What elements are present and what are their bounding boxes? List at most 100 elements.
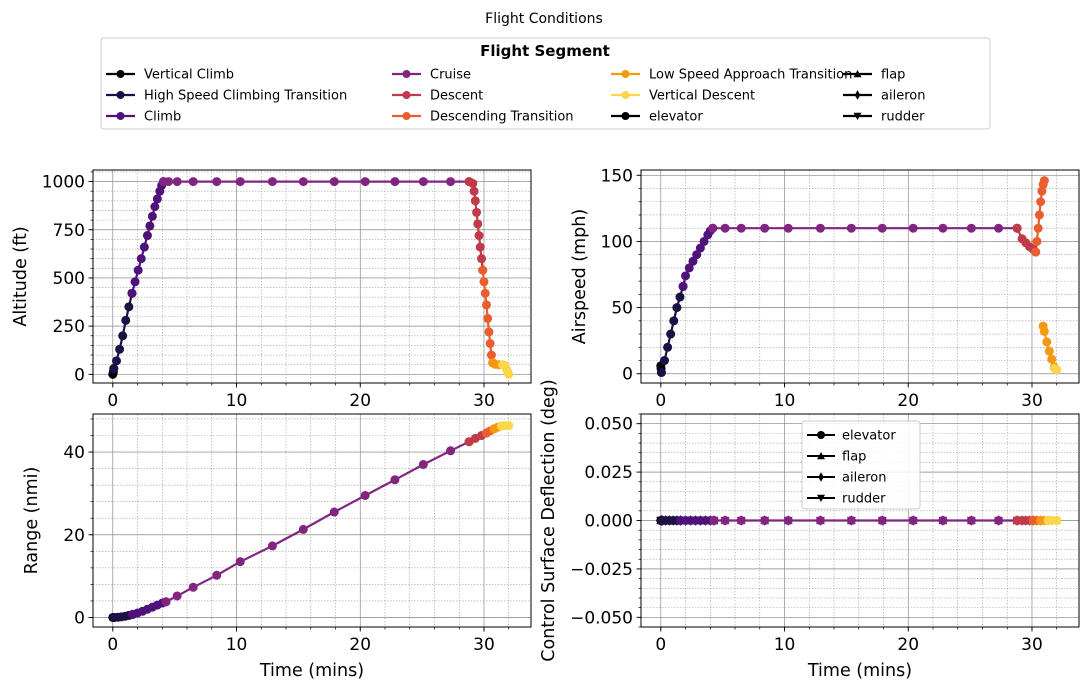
inner-legend-entry: elevator (807, 429, 896, 444)
inner-legend-entry: rudder (807, 492, 886, 507)
data-point (163, 177, 173, 187)
axes-frame (640, 169, 1080, 384)
data-point (1044, 346, 1054, 356)
data-point (480, 288, 490, 298)
data-point (1039, 326, 1049, 336)
data-point (298, 177, 308, 187)
legend-label: Low Speed Approach Transition (649, 68, 852, 83)
data-point (130, 277, 140, 287)
y-axis-label: Range (nmi) (22, 467, 42, 575)
data-point (783, 516, 793, 525)
data-point (136, 254, 146, 264)
subplot-control_surfaces: 0 10 20 30 −0.050 −0.025 0.000 0.025 0.050 Time (… (539, 379, 1080, 681)
data-point (474, 231, 484, 241)
data-point (908, 223, 918, 233)
y-tick-label: 0.050 (584, 415, 633, 435)
x-tick-label: 0 (107, 635, 118, 655)
data-point (139, 242, 149, 252)
legend-marker-icon (402, 91, 411, 99)
legend-marker-icon (853, 112, 862, 120)
data-point (124, 302, 134, 312)
control-surface-legend: elevator flap aileron rudder (801, 420, 921, 510)
data-point (783, 223, 793, 233)
data-point (678, 281, 688, 291)
legend-entry: Climb (106, 110, 181, 125)
plot-area (656, 176, 1062, 377)
data-point (1039, 176, 1049, 186)
data-point (994, 223, 1004, 233)
subplot-range: 0 10 20 30 0 20 40 Time (mins) Range (nmi) (22, 413, 532, 681)
legend-marker-icon (853, 70, 862, 78)
data-point (692, 250, 702, 260)
y-tick-label: −0.050 (570, 608, 633, 628)
data-point (329, 177, 339, 187)
legend-label: rudder (881, 110, 925, 125)
data-point (1034, 210, 1044, 220)
inner-legend-frame (801, 420, 921, 510)
data-point (720, 516, 730, 525)
y-tick-label: 50 (611, 299, 633, 319)
legend-label: elevator (649, 110, 703, 125)
data-point (235, 177, 245, 187)
data-point (152, 194, 162, 204)
y-tick-label: 100 (601, 232, 633, 252)
data-point (669, 316, 679, 326)
data-point (360, 490, 370, 500)
data-point (477, 254, 487, 264)
x-tick-label: 20 (897, 635, 919, 655)
inner-legend-marker-icon (817, 494, 825, 502)
data-point (478, 265, 488, 275)
data-point (666, 329, 676, 339)
legend-entry: aileron (843, 89, 925, 104)
data-point (736, 516, 746, 525)
data-point (446, 177, 456, 187)
y-tick-label: 0 (622, 365, 633, 385)
data-point (1036, 197, 1046, 207)
x-tick-label: 30 (1021, 391, 1043, 411)
y-tick-label: 1000 (42, 173, 85, 193)
data-point (483, 313, 493, 323)
legend-label: Descending Transition (430, 110, 574, 125)
data-point (360, 177, 370, 187)
data-point (699, 236, 709, 246)
data-point (966, 516, 976, 525)
data-point (479, 277, 489, 287)
legend-entry: flap (843, 68, 905, 83)
data-point (267, 177, 277, 187)
data-point (235, 557, 245, 567)
x-axis-label: Time (mins) (807, 661, 912, 681)
plot-area (108, 177, 514, 379)
data-point (760, 223, 770, 233)
data-point (329, 507, 339, 517)
data-point (708, 223, 718, 233)
data-point (472, 207, 482, 217)
legend-marker-icon (116, 112, 125, 120)
data-point (418, 177, 428, 187)
data-point (846, 223, 856, 233)
x-tick-label: 0 (655, 635, 666, 655)
y-tick-label: 750 (53, 221, 85, 241)
data-point (504, 421, 514, 431)
inner-legend-entry: aileron (807, 471, 886, 486)
data-point (672, 303, 682, 313)
data-point (994, 516, 1004, 525)
inner-legend-label: elevator (842, 429, 896, 444)
data-point (1012, 223, 1022, 233)
data-point (267, 541, 277, 551)
legend-marker-icon (621, 70, 630, 78)
x-tick-label: 30 (473, 391, 495, 411)
data-point (877, 516, 887, 525)
y-axis-label: Airspeed (mph) (570, 209, 590, 344)
legend-entry: Vertical Climb (106, 68, 234, 83)
x-axis-label: Time (mins) (259, 661, 364, 681)
data-point (938, 223, 948, 233)
x-tick-label: 30 (473, 635, 495, 655)
data-point (485, 338, 495, 348)
legend-entry: Descent (392, 89, 483, 104)
inner-legend-label: aileron (842, 471, 886, 486)
data-point (660, 356, 670, 366)
data-point (161, 597, 171, 607)
legend-entry: Low Speed Approach Transition (611, 68, 852, 83)
legend-frame (100, 37, 991, 130)
grid-lines (641, 170, 1079, 383)
